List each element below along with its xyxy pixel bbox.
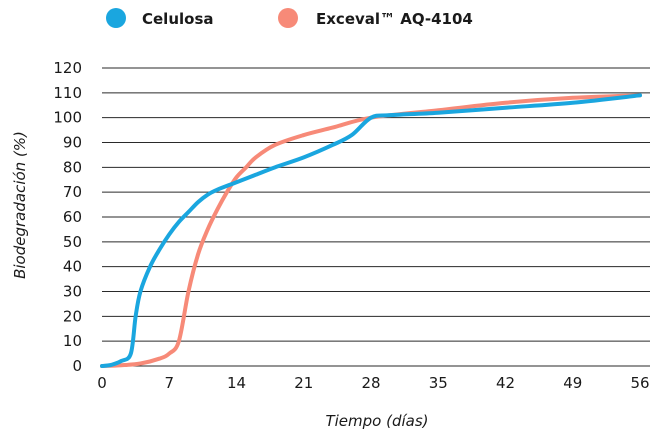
legend-item-exceval: Exceval™ AQ-4104 [278,8,473,28]
x-tick-label: 35 [429,374,448,392]
x-tick-label: 14 [227,374,246,392]
legend-label-exceval: Exceval™ AQ-4104 [316,10,473,28]
series-line-celulosa [100,93,642,368]
y-tick-label: 70 [63,183,82,201]
x-tick-label: 7 [164,374,174,392]
x-tick-label: 42 [496,374,515,392]
series-lines [100,93,642,368]
series-line-exceval [100,93,642,368]
x-tick-label: 49 [563,374,582,392]
y-tick-label: 40 [63,258,82,276]
y-axis-label: Biodegradación (%) [11,131,29,279]
x-tick-label: 21 [294,374,313,392]
y-tick-label: 10 [63,332,82,350]
legend-item-celulosa: Celulosa [106,8,214,28]
y-tick-label: 50 [63,233,82,251]
legend-label-celulosa: Celulosa [142,10,214,28]
legend-swatch-exceval [278,8,298,28]
legend-swatch-celulosa [106,8,126,28]
y-tick-label: 20 [63,307,82,325]
y-tick-label: 60 [63,208,82,226]
x-tick-label: 0 [97,374,107,392]
y-tick-label: 0 [72,357,82,375]
legend: Celulosa Exceval™ AQ-4104 [106,8,473,28]
y-tick-label: 30 [63,283,82,301]
y-axis-ticks: 0 10 20 30 40 50 60 70 80 90 100 110 120 [53,59,82,375]
y-tick-label: 110 [53,84,82,102]
x-axis-ticks: 0 7 14 21 28 35 42 49 56 [97,374,649,392]
x-tick-label: 56 [630,374,649,392]
y-tick-label: 100 [53,109,82,127]
y-tick-label: 90 [63,134,82,152]
x-tick-label: 28 [361,374,380,392]
grid-lines [102,67,650,367]
y-tick-label: 120 [53,59,82,77]
x-axis-label: Tiempo (días) [325,412,428,430]
y-tick-label: 80 [63,158,82,176]
